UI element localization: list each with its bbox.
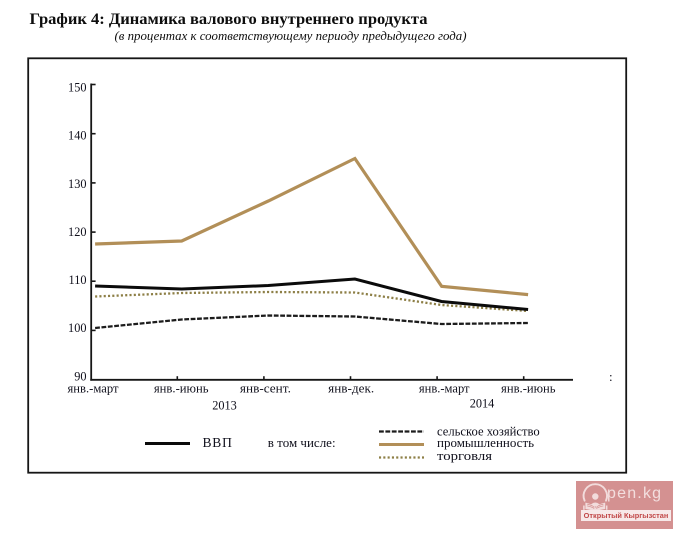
svg-text:промышленность: промышленность bbox=[437, 435, 534, 450]
svg-text:(в процентах к соответствующем: (в процентах к соответствующему периоду … bbox=[115, 29, 467, 43]
svg-text::: : bbox=[609, 369, 613, 384]
svg-text:янв.-март: янв.-март bbox=[68, 381, 120, 395]
svg-text:сельское хозяйство: сельское хозяйство bbox=[437, 424, 540, 439]
svg-text:торговля: торговля bbox=[437, 448, 492, 463]
svg-text:120: 120 bbox=[68, 225, 86, 239]
svg-text:90: 90 bbox=[74, 369, 86, 383]
svg-text:График 4: Динамика валового вн: График 4: Динамика валового внутреннего … bbox=[30, 10, 428, 28]
svg-text:2014: 2014 bbox=[470, 397, 495, 411]
svg-text:янв-сент.: янв-сент. bbox=[240, 381, 291, 395]
svg-text:150: 150 bbox=[68, 81, 86, 95]
svg-text:ВВП: ВВП bbox=[203, 435, 233, 450]
svg-text:в том числе:: в том числе: bbox=[268, 435, 336, 450]
svg-text:янв.-март: янв.-март bbox=[419, 381, 470, 395]
svg-text:янв.-июнь: янв.-июнь bbox=[154, 381, 209, 395]
svg-text:110: 110 bbox=[69, 273, 87, 287]
svg-text:2013: 2013 bbox=[212, 399, 237, 413]
svg-text:140: 140 bbox=[68, 129, 86, 143]
svg-text:100: 100 bbox=[68, 321, 86, 335]
svg-text:130: 130 bbox=[68, 177, 86, 191]
svg-text:янв.-июнь: янв.-июнь bbox=[501, 381, 556, 395]
svg-text:янв-дек.: янв-дек. bbox=[328, 381, 374, 395]
